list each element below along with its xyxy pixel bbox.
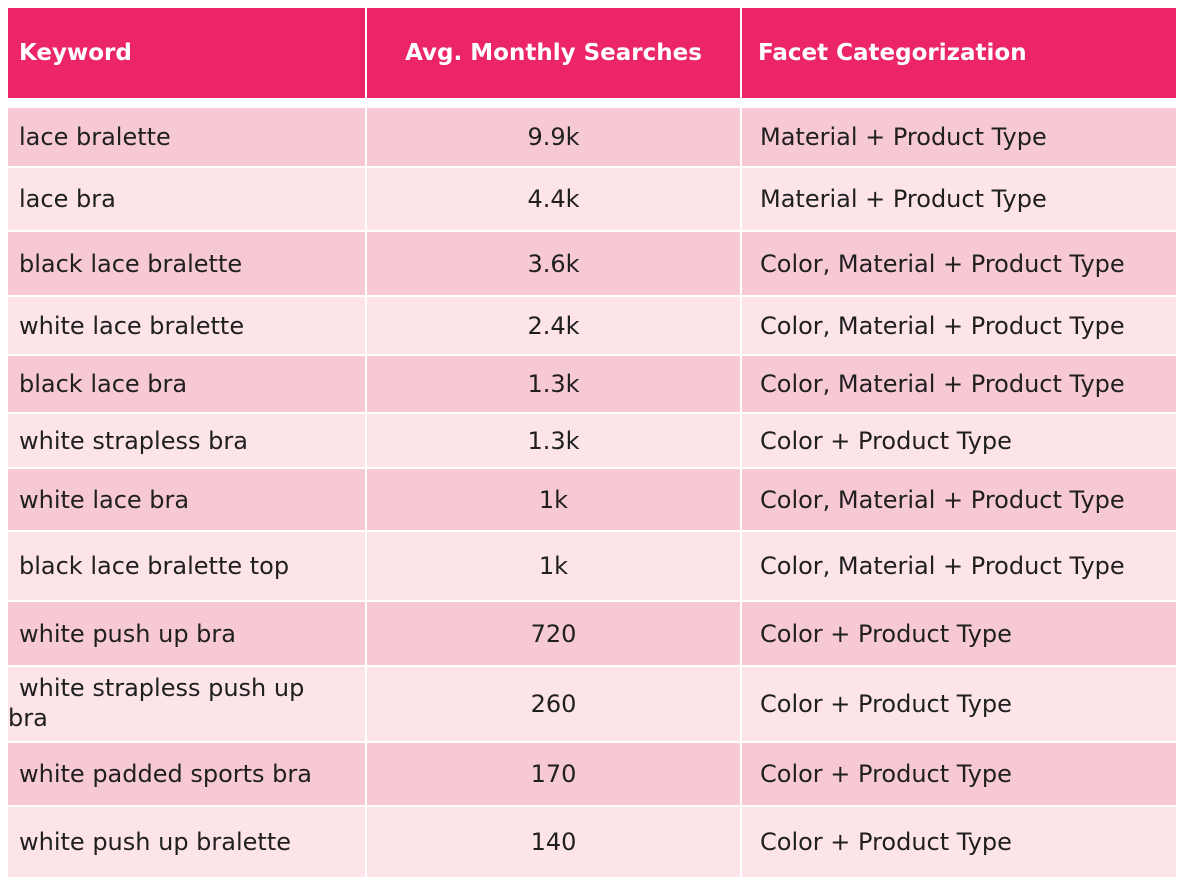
facet-cell: Color, Material + Product Type [742,356,1176,412]
searches-cell: 720 [367,602,740,665]
facet-cell: Color, Material + Product Type [742,469,1176,530]
keyword-cell: white push up bralette [8,807,365,877]
facet-cell: Color + Product Type [742,602,1176,665]
table-row: white strapless push up bra 260 Color + … [8,667,1176,741]
searches-cell: 1.3k [367,414,740,467]
searches-cell: 1k [367,469,740,530]
facet-cell: Material + Product Type [742,108,1176,166]
header-keyword: Keyword [8,8,365,98]
facet-cell: Color + Product Type [742,667,1176,741]
facet-cell: Color + Product Type [742,743,1176,805]
searches-cell: 260 [367,667,740,741]
keyword-cell: lace bra [8,168,365,230]
table-row: black lace bralette top 1k Color, Materi… [8,532,1176,600]
keyword-cell: white push up bra [8,602,365,665]
keyword-cell: black lace bralette top [8,532,365,600]
searches-cell: 2.4k [367,297,740,354]
table-row: white push up bralette 140 Color + Produ… [8,807,1176,877]
keyword-cell: black lace bralette [8,232,365,295]
keyword-cell: white lace bra [8,469,365,530]
keyword-cell: lace bralette [8,108,365,166]
table-row: black lace bra 1.3k Color, Material + Pr… [8,356,1176,412]
table-row: white padded sports bra 170 Color + Prod… [8,743,1176,805]
table-row: white strapless bra 1.3k Color + Product… [8,414,1176,467]
table-header-row: Keyword Avg. Monthly Searches Facet Cate… [8,8,1176,98]
table-row: white lace bra 1k Color, Material + Prod… [8,469,1176,530]
header-avg-monthly-searches: Avg. Monthly Searches [367,8,740,98]
facet-cell: Color, Material + Product Type [742,232,1176,295]
keyword-table: Keyword Avg. Monthly Searches Facet Cate… [8,8,1176,877]
keyword-cell: white lace bralette [8,297,365,354]
searches-cell: 140 [367,807,740,877]
facet-cell: Color, Material + Product Type [742,532,1176,600]
header-facet-categorization: Facet Categorization [742,8,1176,98]
table-row: white lace bralette 2.4k Color, Material… [8,297,1176,354]
searches-cell: 4.4k [367,168,740,230]
facet-cell: Color + Product Type [742,414,1176,467]
table-row: lace bralette 9.9k Material + Product Ty… [8,108,1176,166]
table-row: white push up bra 720 Color + Product Ty… [8,602,1176,665]
searches-cell: 170 [367,743,740,805]
table-row: black lace bralette 3.6k Color, Material… [8,232,1176,295]
keyword-cell: white strapless bra [8,414,365,467]
searches-cell: 9.9k [367,108,740,166]
searches-cell: 1k [367,532,740,600]
keyword-cell: black lace bra [8,356,365,412]
searches-cell: 1.3k [367,356,740,412]
facet-cell: Material + Product Type [742,168,1176,230]
searches-cell: 3.6k [367,232,740,295]
facet-cell: Color + Product Type [742,807,1176,877]
facet-cell: Color, Material + Product Type [742,297,1176,354]
keyword-cell: white strapless push up bra [8,667,365,741]
keyword-cell: white padded sports bra [8,743,365,805]
table-row: lace bra 4.4k Material + Product Type [8,168,1176,230]
